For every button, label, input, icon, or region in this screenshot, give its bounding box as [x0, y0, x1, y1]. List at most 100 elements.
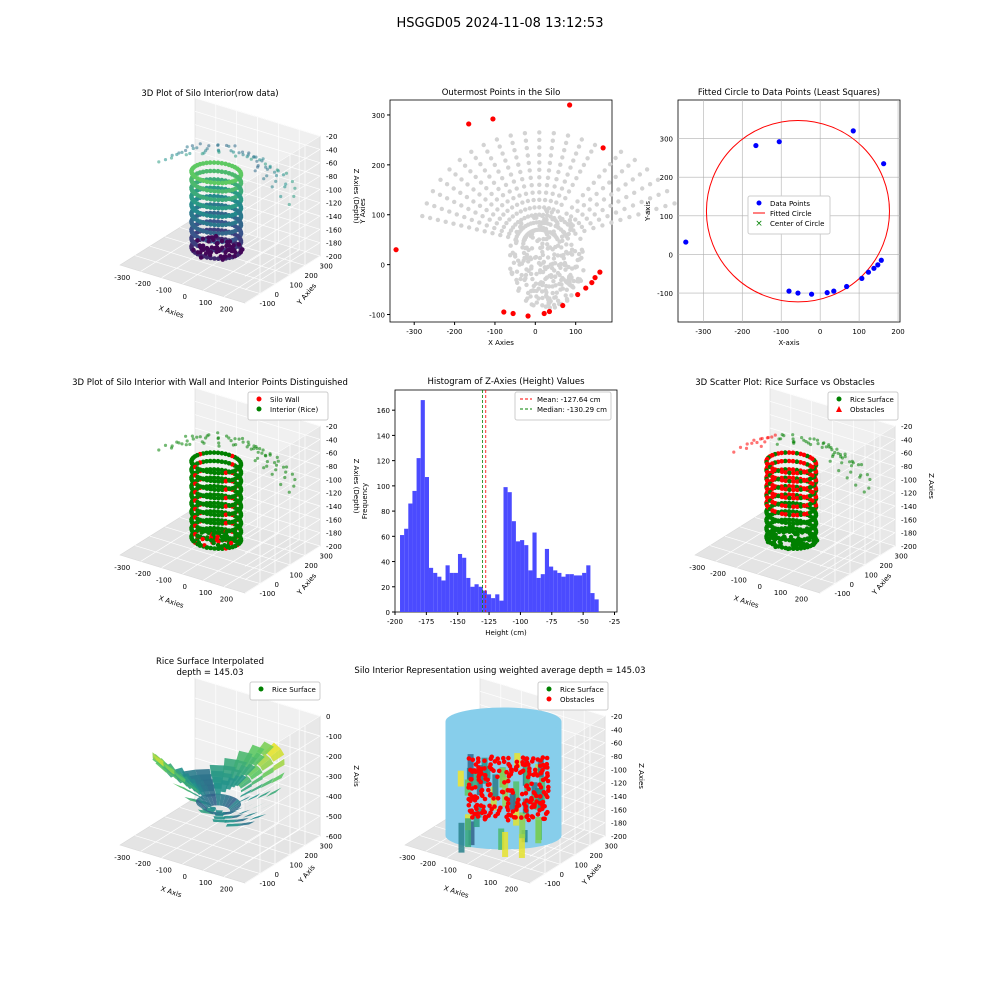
data-point [787, 487, 792, 492]
surface-patch [222, 815, 235, 819]
data-point [201, 502, 206, 507]
grid-line [149, 245, 276, 285]
x-tick-label: -300 [114, 854, 130, 862]
x-tick-label: -200 [135, 570, 151, 578]
data-point [201, 195, 206, 200]
data-point [215, 517, 221, 523]
data-point [223, 222, 229, 228]
data-point [554, 200, 559, 205]
grid-line [182, 236, 258, 285]
histogram-bar [544, 548, 550, 612]
surface-patch [216, 812, 222, 816]
obstacle-point [519, 791, 525, 797]
data-point [232, 501, 238, 507]
data-point [778, 543, 783, 549]
data-point [588, 221, 593, 226]
fitted-circle [705, 119, 890, 303]
grid-line [244, 545, 321, 594]
data-point [459, 203, 464, 208]
data-point [798, 544, 803, 549]
histogram-bar [408, 503, 413, 612]
y-tick-label: 200 [590, 852, 603, 860]
data-point [555, 224, 561, 230]
x-tick-label: -50 [577, 618, 588, 626]
z-tick-label: -100 [326, 476, 342, 484]
data-point [157, 160, 161, 164]
data-point [548, 230, 553, 235]
data-point [562, 262, 567, 268]
data-point [540, 252, 546, 258]
data-point [544, 236, 549, 242]
obstacle-point [466, 803, 472, 808]
y-tick-label: 0 [850, 581, 854, 589]
data-point [204, 511, 210, 517]
data-point [533, 254, 539, 260]
data-point [780, 433, 784, 437]
outermost-point [589, 279, 595, 286]
z-axis-label: Z Axies [637, 763, 645, 789]
data-point [241, 440, 245, 444]
x-tick-label: 100 [199, 589, 212, 597]
data-point [220, 214, 225, 219]
z-tick-label: -160 [901, 516, 917, 524]
y-tick-label: 300 [320, 843, 333, 851]
z-tick-label: -20 [611, 713, 622, 721]
data-point [457, 157, 462, 163]
x-tick-label: -100 [156, 867, 172, 875]
data-point [849, 470, 853, 474]
data-point [212, 470, 217, 476]
surface-patch [519, 812, 526, 839]
data-point [554, 290, 559, 295]
data-point [562, 230, 567, 235]
surface-patch [224, 819, 238, 823]
data-point [562, 179, 567, 184]
data-point [219, 161, 225, 166]
data-point [594, 191, 599, 197]
histogram-bar [449, 572, 454, 612]
data-point [523, 207, 528, 212]
data-point [575, 199, 580, 204]
grid-line [179, 517, 306, 556]
data-point [208, 495, 213, 500]
data-point [521, 241, 526, 246]
obstacle-point [524, 756, 530, 761]
data-point [220, 512, 225, 518]
x-tick-label: 100 [852, 328, 865, 336]
data-point [552, 261, 558, 266]
legend-box [247, 391, 329, 421]
data-point [474, 227, 480, 232]
data-point [223, 487, 229, 492]
obstacle-point [538, 794, 543, 799]
surface-patch [240, 783, 252, 793]
data-point [654, 206, 659, 212]
obstacle-point [489, 766, 494, 772]
data-point [752, 438, 756, 442]
obstacle-point [473, 804, 479, 809]
grid-line [223, 249, 300, 297]
data-point [232, 211, 238, 217]
data-point [572, 249, 578, 254]
obstacle-point [502, 780, 507, 785]
data-point [424, 201, 429, 206]
data-point [204, 545, 209, 550]
surface-patch [467, 754, 474, 781]
data-point [619, 169, 625, 174]
legend-box [249, 681, 321, 701]
obstacle-point [529, 814, 535, 819]
data-point [537, 152, 542, 158]
obstacle-point [520, 762, 526, 767]
data-point [627, 214, 632, 220]
data-point [195, 534, 200, 539]
data-point [529, 246, 535, 251]
data-point [215, 542, 221, 548]
data-point [795, 521, 800, 526]
data-point [570, 283, 575, 289]
data-point [492, 162, 497, 168]
grid-line [244, 465, 321, 514]
data-point [556, 169, 561, 175]
data-point [484, 207, 489, 213]
data-point [212, 205, 217, 211]
data-point [584, 216, 589, 221]
data-point [211, 160, 217, 165]
data-point [591, 225, 596, 231]
